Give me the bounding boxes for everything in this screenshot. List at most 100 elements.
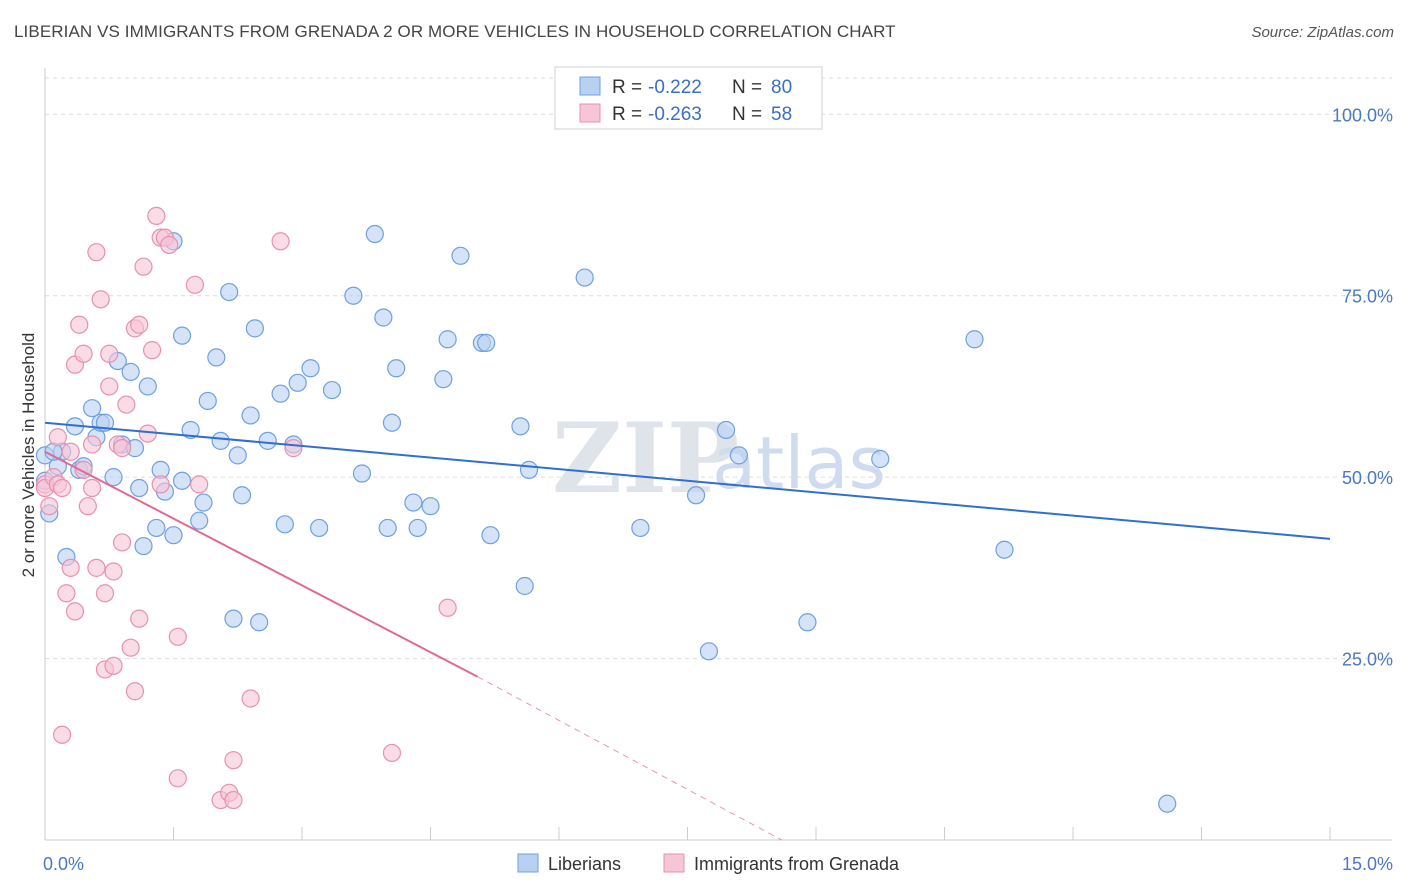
point-liberians (404, 493, 423, 512)
series-swatch-grenada (663, 853, 685, 873)
trend-line-liberians (44, 421, 1331, 540)
point-grenada (53, 725, 72, 744)
trend-lines (44, 421, 1331, 841)
trend-line-grenada-extension (477, 676, 782, 841)
point-liberians (207, 348, 226, 367)
point-liberians (181, 420, 200, 440)
point-grenada (40, 497, 59, 516)
point-liberians (344, 286, 363, 305)
point-liberians (241, 406, 260, 425)
point-grenada (87, 243, 106, 262)
point-grenada (142, 341, 162, 360)
point-grenada (168, 769, 187, 788)
point-liberians (322, 380, 342, 400)
point-grenada (65, 602, 85, 621)
point-liberians (519, 460, 539, 479)
point-grenada (70, 315, 89, 334)
point-grenada (134, 257, 153, 276)
point-grenada (241, 689, 260, 708)
point-grenada (78, 497, 97, 516)
point-grenada (100, 344, 119, 363)
point-liberians (232, 486, 252, 505)
point-liberians (631, 518, 650, 538)
point-liberians (421, 497, 440, 516)
point-grenada (224, 751, 243, 770)
watermark: ZIP atlas (552, 402, 886, 515)
point-grenada (83, 435, 102, 454)
legend-r-value-2: -0.263 (648, 104, 702, 125)
point-liberians (301, 359, 320, 378)
point-liberians (288, 373, 307, 392)
point-grenada (74, 344, 93, 363)
trend-line-grenada (44, 450, 479, 678)
legend-swatch-liberians (579, 76, 601, 96)
point-grenada (100, 377, 119, 396)
data-points (35, 206, 1177, 813)
point-grenada (130, 315, 149, 334)
y-tick-label: 75.0% (1342, 287, 1393, 307)
point-liberians (387, 359, 406, 378)
point-liberians (686, 486, 706, 505)
legend-r-label-2: R = (612, 104, 642, 125)
point-liberians (798, 613, 817, 632)
point-grenada (160, 235, 179, 255)
point-liberians (228, 446, 247, 465)
x-tick-label: 15.0% (1342, 854, 1393, 874)
grid-lines (45, 77, 1392, 660)
point-grenada (138, 424, 157, 443)
point-grenada (61, 558, 80, 577)
point-liberians (130, 478, 149, 498)
point-liberians (220, 282, 239, 302)
y-tick-label: 100.0% (1332, 105, 1393, 125)
legend-n-value-2: 58 (771, 104, 792, 125)
point-liberians (729, 446, 749, 465)
point-grenada (117, 395, 136, 414)
point-liberians (194, 493, 213, 512)
point-grenada (284, 439, 303, 458)
series-swatch-liberians (517, 853, 539, 873)
point-liberians (871, 449, 890, 469)
point-grenada (91, 290, 110, 309)
series-label-grenada: Immigrants from Grenada (694, 854, 900, 874)
point-liberians (164, 526, 183, 545)
legend-n-label-2: N = (732, 104, 762, 125)
point-liberians (374, 308, 393, 327)
point-liberians (575, 268, 594, 287)
point-liberians (211, 431, 230, 450)
point-liberians (147, 518, 166, 538)
point-liberians (83, 399, 102, 418)
series-legend: Liberians Immigrants from Grenada (517, 853, 900, 874)
point-liberians (121, 362, 140, 382)
point-grenada (104, 656, 123, 675)
point-grenada (57, 584, 76, 603)
point-liberians (245, 319, 264, 338)
series-label-liberians: Liberians (548, 854, 621, 874)
legend-n-value-1: 80 (771, 77, 792, 98)
x-tick-label: 0.0% (43, 854, 84, 874)
point-grenada (168, 627, 187, 646)
point-grenada (87, 558, 106, 577)
point-liberians (716, 420, 736, 440)
point-liberians (138, 377, 157, 396)
point-grenada (95, 584, 115, 603)
point-liberians (451, 246, 470, 265)
point-liberians (172, 326, 192, 345)
point-liberians (477, 333, 496, 352)
point-liberians (104, 468, 123, 487)
watermark-zip: ZIP (552, 402, 739, 515)
point-liberians (995, 540, 1014, 559)
point-liberians (382, 413, 402, 432)
point-grenada (104, 562, 123, 581)
point-liberians (511, 417, 530, 436)
point-liberians (250, 613, 269, 632)
point-grenada (185, 275, 205, 294)
point-grenada (438, 598, 457, 617)
chart-title: LIBERIAN VS IMMIGRANTS FROM GRENADA 2 OR… (14, 22, 896, 41)
point-liberians (352, 464, 372, 483)
point-liberians (134, 536, 153, 556)
point-liberians (699, 642, 719, 661)
point-liberians (1158, 794, 1177, 813)
point-grenada (224, 790, 243, 810)
point-grenada (121, 638, 140, 657)
